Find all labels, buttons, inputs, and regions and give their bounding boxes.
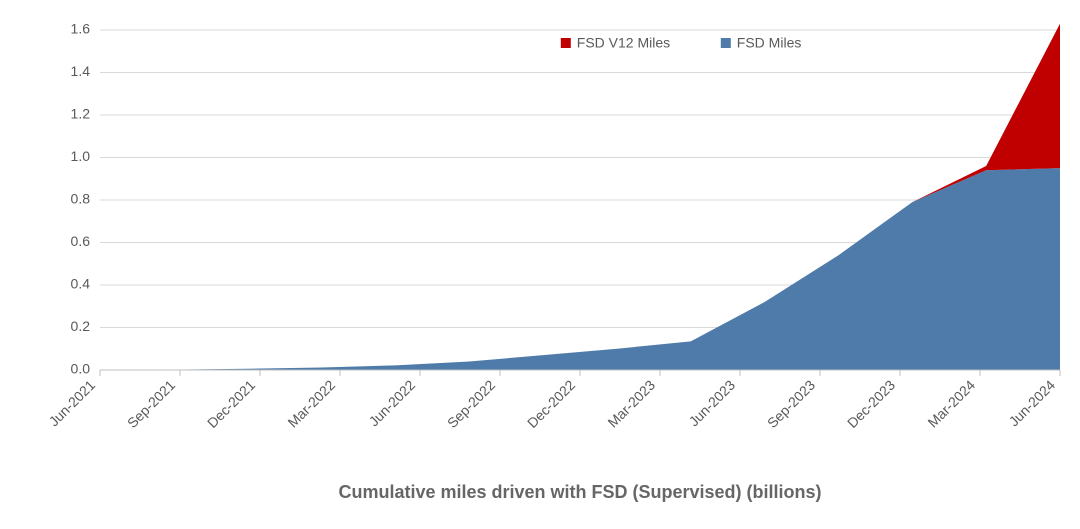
x-tick-label: Sep-2022 [444,377,498,431]
x-tick-label: Mar-2022 [284,377,338,431]
y-tick-label: 0.4 [71,276,91,292]
legend-label: FSD Miles [737,35,802,51]
area-chart: 0.0 0.2 0.4 0.6 0.8 1.0 1.2 1.4 1.6 Jun-2021 Sep-2… [0,0,1080,529]
x-tick-label: Sep-2023 [764,377,818,431]
x-tick-label: Jun-2024 [1006,377,1059,430]
y-tick-label: 1.4 [71,63,91,79]
x-tick-label: Jun-2021 [46,377,99,430]
chart-title: Cumulative miles driven with FSD (Superv… [338,482,821,502]
y-tick-label: 0.0 [71,361,91,377]
legend-label: FSD V12 Miles [577,35,670,51]
area-series [100,168,1060,370]
x-tick-label: Dec-2023 [844,377,898,431]
x-tick-label: Jun-2023 [686,377,739,430]
x-tick-label: Dec-2021 [204,377,258,431]
chart-container: 0.0 0.2 0.4 0.6 0.8 1.0 1.2 1.4 1.6 Jun-2021 Sep-2… [0,0,1080,529]
y-tick-label: 0.8 [71,191,91,207]
y-tick-label: 1.2 [71,106,91,122]
x-tick-label: Jun-2022 [366,377,419,430]
y-tick-label: 0.6 [71,233,91,249]
x-tick-label: Dec-2022 [524,377,578,431]
y-tick-label: 1.0 [71,148,91,164]
x-tick-label: Mar-2024 [924,377,978,431]
legend-swatch [561,38,571,48]
y-tick-label: 0.2 [71,318,91,334]
legend-swatch [721,38,731,48]
x-tick-label: Sep-2021 [124,377,178,431]
y-tick-label: 1.6 [71,21,91,37]
x-tick-label: Mar-2023 [604,377,658,431]
